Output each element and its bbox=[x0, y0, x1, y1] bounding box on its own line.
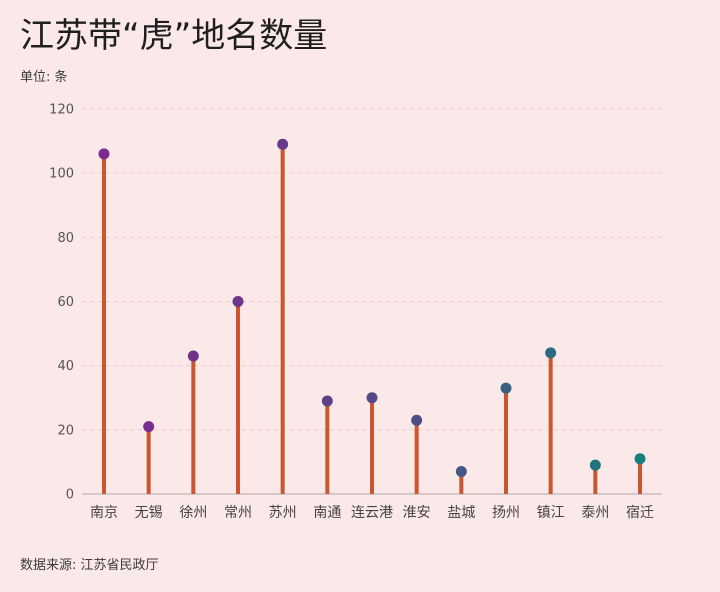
x-tick-label: 南通 bbox=[313, 505, 341, 521]
source-note: 数据来源: 江苏省民政厅 bbox=[20, 558, 159, 573]
lollipop-dot bbox=[455, 466, 467, 478]
unit-label: 单位: 条 bbox=[20, 70, 68, 85]
x-tick-label: 镇江 bbox=[537, 505, 565, 521]
lollipop-dot bbox=[187, 350, 199, 362]
x-tick-label: 淮安 bbox=[403, 505, 431, 521]
lollipop-dot bbox=[366, 392, 378, 404]
lollipop-dot bbox=[143, 421, 155, 433]
lollipop-dot bbox=[98, 148, 110, 160]
lollipop-dot bbox=[500, 382, 512, 394]
y-tick-label: 40 bbox=[57, 359, 74, 374]
x-tick-label: 泰州 bbox=[581, 505, 609, 521]
y-tick-label: 100 bbox=[49, 167, 74, 182]
lollipop-dot bbox=[545, 347, 557, 359]
lollipop-dots bbox=[98, 138, 646, 478]
y-tick-label: 80 bbox=[57, 231, 74, 246]
x-tick-label: 徐州 bbox=[179, 505, 207, 521]
chart-title: 江苏带“虎”地名数量 bbox=[20, 16, 328, 56]
y-tick-label: 120 bbox=[49, 103, 74, 118]
y-tick-label: 0 bbox=[66, 488, 74, 503]
x-tick-label: 常州 bbox=[224, 505, 252, 521]
x-tick-label: 扬州 bbox=[492, 505, 520, 521]
gridlines bbox=[82, 108, 662, 431]
lollipop-dot bbox=[411, 414, 423, 426]
x-tick-label: 宿迁 bbox=[626, 504, 654, 521]
y-tick-label: 20 bbox=[57, 423, 74, 438]
lollipop-dot bbox=[634, 453, 646, 465]
x-tick-label: 盐城 bbox=[447, 505, 475, 521]
x-tick-label: 南京 bbox=[90, 505, 118, 521]
y-axis-tick-labels: 0 20 40 60 80 100 120 bbox=[49, 103, 74, 503]
lollipop-dot bbox=[589, 459, 601, 471]
lollipop-dot bbox=[277, 138, 289, 150]
lollipop-stems bbox=[102, 144, 642, 494]
x-tick-label: 无锡 bbox=[135, 505, 163, 521]
x-axis-tick-labels: 南京 无锡 徐州 常州 苏州 南通 连云港 淮安 盐城 扬州 镇江 泰州 宿迁 bbox=[90, 504, 654, 521]
lollipop-dot bbox=[232, 296, 244, 307]
x-tick-label: 连云港 bbox=[351, 505, 393, 521]
x-tick-label: 苏州 bbox=[269, 505, 297, 521]
y-tick-label: 60 bbox=[57, 295, 74, 310]
lollipop-dot bbox=[321, 395, 333, 407]
